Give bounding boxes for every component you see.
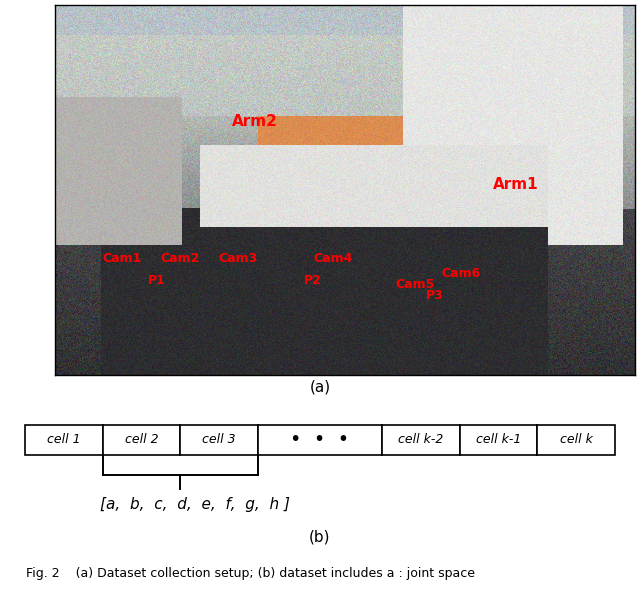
Text: Cam3: Cam3 [218,252,257,265]
Text: cell 3: cell 3 [202,434,236,446]
FancyBboxPatch shape [382,425,460,455]
Text: P2: P2 [304,274,322,287]
Text: cell k: cell k [559,434,593,446]
Text: Cam4: Cam4 [314,252,353,265]
Text: P1: P1 [148,274,165,287]
Text: cell 2: cell 2 [125,434,158,446]
Text: (a): (a) [309,379,331,395]
Text: (b): (b) [309,529,331,544]
Text: Fig. 2    (a) Dataset collection setup; (b) dataset includes a : joint space: Fig. 2 (a) Dataset collection setup; (b)… [26,567,475,580]
Text: cell 1: cell 1 [47,434,81,446]
Text: cell k-1: cell k-1 [476,434,521,446]
FancyBboxPatch shape [25,425,103,455]
Text: [a,  b,  c,  d,  e,  f,  g,  h ]: [a, b, c, d, e, f, g, h ] [100,497,290,512]
FancyBboxPatch shape [258,425,382,455]
FancyBboxPatch shape [103,425,180,455]
FancyBboxPatch shape [180,425,258,455]
Text: Arm1: Arm1 [493,177,539,192]
Text: cell k-2: cell k-2 [398,434,444,446]
Text: Arm2: Arm2 [232,114,278,129]
FancyBboxPatch shape [460,425,537,455]
Text: Cam1: Cam1 [102,252,141,265]
Text: Cam5: Cam5 [395,278,435,291]
Text: Cam6: Cam6 [442,267,481,280]
FancyBboxPatch shape [537,425,615,455]
Text: •  •  •: • • • [291,430,349,450]
Text: P3: P3 [426,289,444,302]
Text: Cam2: Cam2 [160,252,200,265]
